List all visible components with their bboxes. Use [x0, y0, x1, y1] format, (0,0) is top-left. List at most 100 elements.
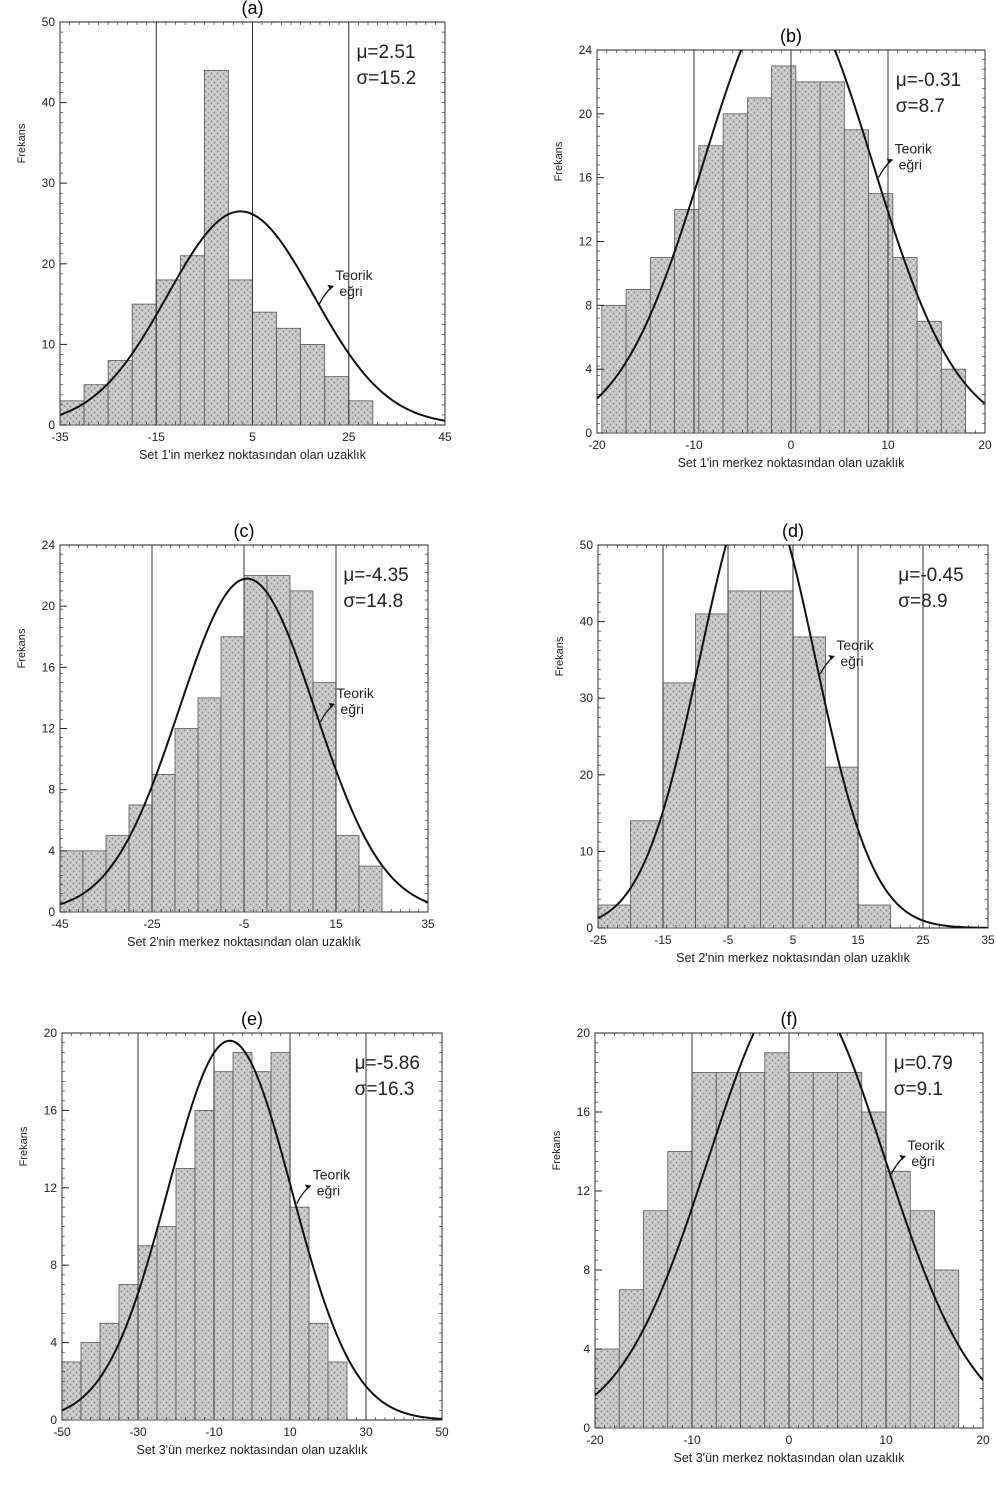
histogram-bar: [727, 590, 761, 929]
y-tick-label: 10: [580, 844, 594, 858]
histogram-bar: [266, 575, 291, 913]
histogram-bar: [151, 773, 176, 913]
x-tick-label: 10: [879, 1433, 893, 1447]
y-tick-label: 20: [579, 107, 593, 121]
histogram-bar: [179, 255, 205, 426]
x-tick-label: -15: [148, 430, 166, 444]
histogram-bar: [643, 1210, 669, 1429]
x-tick-label: -30: [129, 1425, 147, 1439]
y-tick-label: 16: [577, 1105, 591, 1119]
y-tick-label: 4: [48, 844, 55, 858]
x-tick-label: 25: [342, 430, 356, 444]
x-tick-label: -20: [586, 1433, 604, 1447]
histogram-bar: [155, 279, 181, 426]
histogram-bar: [674, 209, 700, 434]
theoretical-curve: [597, 50, 985, 405]
histogram-bar: [220, 636, 245, 913]
chart-panel-4: (e) -50 -30 -10 10 30 50 0 4 8 12 16 20 Set 3'ün merk…: [18, 1009, 449, 1457]
curve-label: Teorik: [336, 685, 374, 701]
histogram-bar: [760, 590, 794, 929]
y-tick-label: 8: [50, 1258, 57, 1272]
y-tick-label: 50: [580, 538, 594, 552]
panel-label: (f): [781, 1009, 798, 1029]
y-tick-label: 4: [583, 1342, 590, 1356]
x-tick-label: -35: [51, 430, 69, 444]
y-tick-label: 8: [48, 783, 55, 797]
histogram-bar: [771, 65, 797, 434]
histogram-bar: [885, 1170, 911, 1429]
y-tick-label: 4: [585, 362, 592, 376]
y-tick-label: 50: [42, 15, 56, 29]
sigma-label: σ=16.3: [355, 1079, 415, 1100]
y-tick-label: 40: [42, 96, 56, 110]
histogram-bar: [662, 682, 696, 929]
histogram-bar: [625, 288, 651, 434]
histogram-bar: [194, 1110, 215, 1421]
y-tick-label: 0: [50, 1413, 57, 1427]
histogram-bar: [197, 697, 222, 913]
x-tick-label: -50: [53, 1425, 71, 1439]
y-tick-label: 12: [42, 722, 56, 736]
histogram-bar: [232, 1051, 253, 1421]
panel-label: (d): [782, 521, 804, 541]
mu-label: μ=-0.45: [898, 565, 963, 586]
y-axis-label: Frekans: [18, 1126, 30, 1166]
y-axis-label: Frekans: [554, 636, 566, 676]
chart-panel-3: (d) -25 -15 -5 5 15 25 35 0 10 20 30 40 50 Set 2'nin m…: [554, 521, 995, 965]
x-axis-label: Set 3'ün merkez noktasından olan uzaklık: [674, 1451, 906, 1465]
mu-label: μ=-0.31: [896, 70, 961, 91]
theoretical-curve: [598, 545, 988, 928]
histogram-bar: [722, 113, 748, 434]
histogram-bar: [715, 1072, 741, 1429]
x-tick-label: 10: [283, 1425, 297, 1439]
histogram-bar: [335, 835, 360, 913]
x-tick-label: -10: [685, 438, 703, 452]
theoretical-curve: [62, 1039, 442, 1420]
histogram-bar: [175, 1168, 196, 1421]
y-tick-label: 20: [577, 1026, 591, 1040]
histogram-bar: [252, 311, 277, 426]
y-axis-label: Frekans: [551, 1130, 563, 1170]
x-tick-label: 15: [851, 933, 865, 947]
curve-label: eğri: [340, 701, 363, 717]
histogram-bar: [203, 69, 229, 426]
histogram-bar: [289, 1206, 310, 1421]
x-tick-label: -25: [143, 917, 161, 931]
curve-label: eğri: [339, 283, 362, 299]
histogram-bar: [795, 81, 821, 434]
y-tick-label: 20: [42, 599, 56, 613]
histogram-bar: [843, 129, 869, 434]
histogram-bar: [594, 1348, 620, 1429]
x-tick-label: 15: [329, 917, 343, 931]
y-tick-label: 0: [48, 418, 55, 432]
x-tick-label: 35: [981, 933, 995, 947]
x-tick-label: 45: [438, 430, 452, 444]
histogram-bar: [868, 193, 894, 434]
sigma-label: σ=8.7: [896, 96, 945, 117]
histogram-bar: [308, 1322, 329, 1421]
y-tick-label: 0: [586, 921, 593, 935]
histogram-bar: [276, 327, 302, 426]
y-tick-label: 30: [580, 691, 594, 705]
histogram-bar: [788, 1072, 814, 1429]
y-tick-label: 12: [577, 1184, 591, 1198]
histogram-bar: [861, 1111, 887, 1429]
y-tick-label: 16: [42, 660, 56, 674]
x-axis-label: Set 1'in merkez noktasından olan uzaklık: [678, 456, 906, 470]
y-tick-label: 30: [42, 176, 56, 190]
x-tick-label: 5: [790, 933, 797, 947]
x-tick-label: -25: [589, 933, 607, 947]
histogram-bar: [128, 804, 153, 913]
y-tick-label: 0: [48, 905, 55, 919]
y-tick-label: 16: [579, 171, 593, 185]
histogram-bar: [105, 835, 130, 913]
y-tick-label: 20: [44, 1026, 58, 1040]
histogram-bar: [213, 1071, 234, 1421]
histogram-bar: [300, 343, 326, 426]
y-axis-label: Frekans: [16, 628, 28, 668]
y-tick-label: 0: [583, 1421, 590, 1435]
y-tick-label: 10: [42, 337, 56, 351]
histogram-bar: [695, 613, 729, 929]
y-tick-label: 20: [42, 257, 56, 271]
